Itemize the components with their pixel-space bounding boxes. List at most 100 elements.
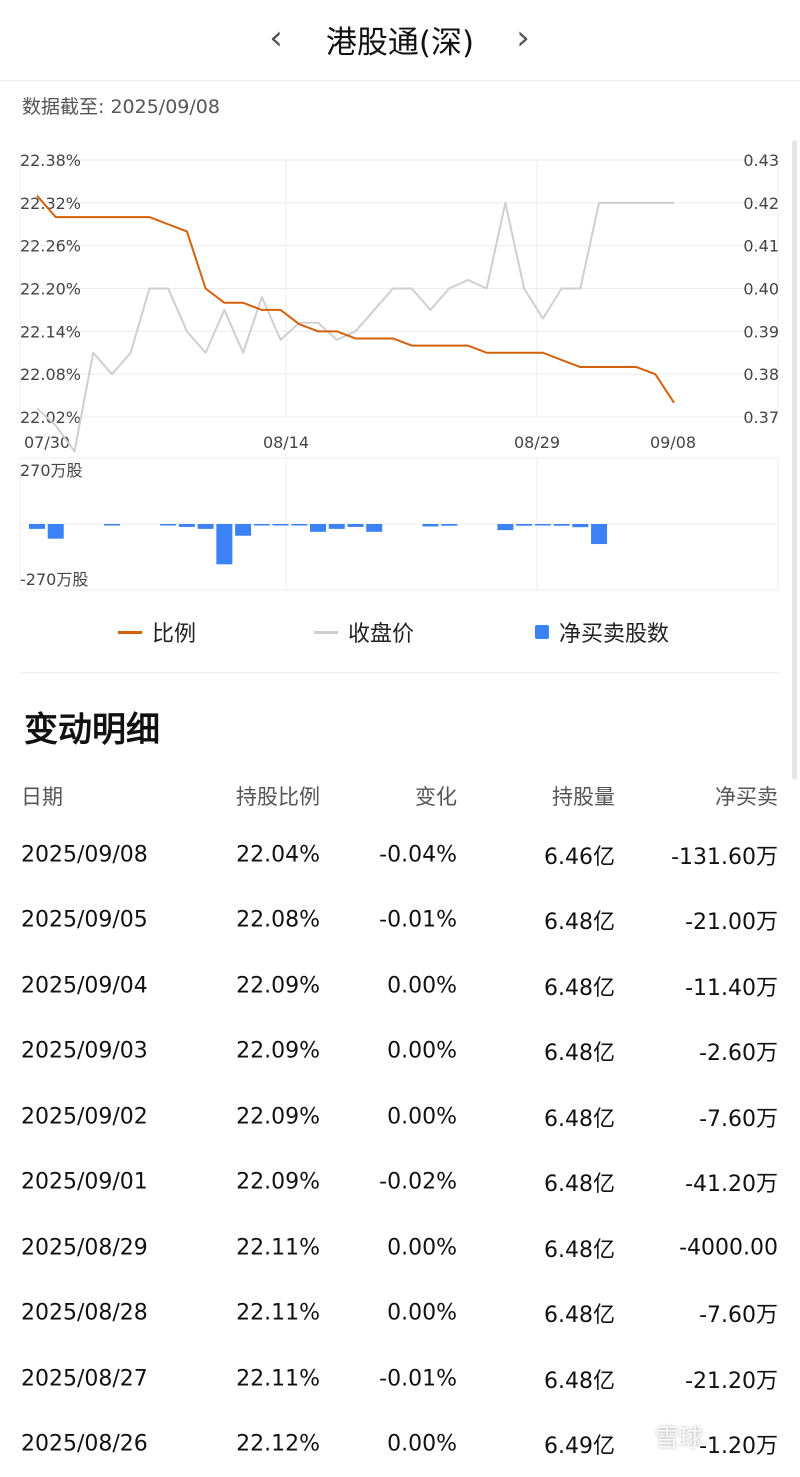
volume-bar: [516, 524, 532, 526]
cell-change: -0.01%: [379, 908, 457, 933]
cell-change: -0.02%: [379, 1170, 457, 1195]
right-axis-tick: 0.40: [743, 280, 779, 299]
cell-net-buy-sell: -4000.00: [679, 1235, 778, 1260]
snowball-logo-icon: [625, 1424, 649, 1448]
watermark-text: 雪球: [655, 1418, 703, 1453]
left-axis-tick: 22.38%: [20, 151, 81, 170]
left-axis-tick: 22.02%: [20, 408, 81, 427]
cell-shares-held: 6.48亿: [544, 904, 615, 936]
right-axis-tick: 0.42: [743, 194, 779, 213]
cell-change: 0.00%: [387, 1301, 457, 1326]
section-divider: [20, 672, 780, 673]
chart-legend: 比例 收盘价 净买卖股数: [0, 612, 800, 656]
cell-shares-held: 6.48亿: [544, 970, 615, 1002]
legend-swatch-close-price: [314, 631, 338, 634]
cell-date: 2025/09/03: [21, 1039, 148, 1064]
volume-bar: [572, 524, 588, 527]
table-row[interactable]: 2025/08/29 22.11% 0.00% 6.48亿 -4000.00: [0, 1215, 800, 1281]
holding-chart[interactable]: 22.38%22.32%22.26%22.20%22.14%22.08%22.0…: [0, 130, 800, 600]
next-arrow-icon[interactable]: ›: [503, 14, 543, 62]
cell-holding-ratio: 22.11%: [236, 1301, 320, 1326]
column-header-date[interactable]: 日期: [21, 781, 63, 811]
cell-net-buy-sell: -7.60万: [699, 1297, 778, 1329]
right-axis-tick: 0.41: [743, 237, 779, 256]
legend-label-close-price: 收盘价: [348, 616, 414, 648]
volume-bar: [254, 524, 270, 526]
column-header-shares-held[interactable]: 持股量: [552, 781, 615, 811]
cell-net-buy-sell: -131.60万: [671, 839, 778, 871]
left-axis-tick: 22.14%: [20, 322, 81, 341]
cell-net-buy-sell: -7.60万: [699, 1101, 778, 1133]
column-header-holding-ratio[interactable]: 持股比例: [236, 781, 320, 811]
cell-change: 0.00%: [387, 1235, 457, 1260]
cell-net-buy-sell: -2.60万: [699, 1035, 778, 1067]
volume-bar: [348, 524, 364, 527]
cell-holding-ratio: 22.09%: [236, 973, 320, 998]
volume-bar: [329, 524, 345, 529]
left-axis-tick: 22.20%: [20, 280, 81, 299]
left-axis-tick: 22.26%: [20, 237, 81, 256]
cell-date: 2025/09/05: [21, 908, 148, 933]
volume-bar: [535, 524, 551, 526]
top-bar: ‹ 港股通(深) ›: [0, 0, 800, 81]
right-axis-tick: 0.43: [743, 151, 779, 170]
volume-bar: [48, 524, 64, 539]
volume-bar: [235, 524, 251, 536]
volume-bar: [366, 524, 382, 532]
scrollbar[interactable]: [792, 140, 797, 780]
cell-holding-ratio: 22.09%: [236, 1170, 320, 1195]
volume-bar: [273, 524, 289, 526]
legend-item-close-price[interactable]: 收盘价: [314, 612, 414, 652]
cell-net-buy-sell: -11.40万: [685, 970, 778, 1002]
cell-shares-held: 6.48亿: [544, 1363, 615, 1395]
cell-date: 2025/09/01: [21, 1170, 148, 1195]
x-axis-tick: 09/08: [650, 433, 696, 452]
cell-shares-held: 6.48亿: [544, 1101, 615, 1133]
legend-label-ratio: 比例: [152, 616, 196, 648]
legend-item-ratio[interactable]: 比例: [118, 612, 196, 652]
cell-holding-ratio: 22.08%: [236, 908, 320, 933]
volume-bar: [29, 524, 45, 529]
cell-change: 0.00%: [387, 1039, 457, 1064]
volume-bar: [554, 524, 570, 526]
cell-date: 2025/08/29: [21, 1235, 148, 1260]
cell-shares-held: 6.48亿: [544, 1297, 615, 1329]
watermark: 雪球: [625, 1418, 703, 1453]
legend-item-net-volume[interactable]: 净买卖股数: [535, 612, 669, 652]
volume-bar: [291, 524, 307, 526]
x-axis-tick: 08/14: [263, 433, 309, 452]
left-axis-tick: 22.08%: [20, 365, 81, 384]
cell-net-buy-sell: -21.00万: [685, 904, 778, 936]
column-header-net-buy-sell[interactable]: 净买卖: [715, 781, 778, 811]
volume-bar: [160, 524, 176, 526]
cell-shares-held: 6.46亿: [544, 839, 615, 871]
legend-label-net-volume: 净买卖股数: [559, 616, 669, 648]
table-row[interactable]: 2025/09/05 22.08% -0.01% 6.48亿 -21.00万: [0, 888, 800, 954]
table-header-row: 日期 持股比例 变化 持股量 净买卖: [0, 770, 800, 822]
holding-ratio-line: [37, 196, 674, 403]
volume-bar: [310, 524, 326, 532]
cell-holding-ratio: 22.09%: [236, 1039, 320, 1064]
column-header-change[interactable]: 变化: [415, 781, 457, 811]
right-axis-tick: 0.39: [743, 322, 779, 341]
page-title: 港股通(深): [0, 17, 800, 62]
legend-swatch-net-volume: [535, 625, 549, 639]
cell-shares-held: 6.48亿: [544, 1232, 615, 1264]
cell-date: 2025/09/04: [21, 973, 148, 998]
volume-axis-tick: 270万股: [20, 461, 83, 480]
cell-holding-ratio: 22.11%: [236, 1235, 320, 1260]
volume-axis-tick: -270万股: [20, 570, 88, 589]
cell-date: 2025/08/26: [21, 1432, 148, 1457]
cell-net-buy-sell: -41.20万: [685, 1166, 778, 1198]
x-axis-tick: 08/29: [514, 433, 560, 452]
volume-bar: [179, 524, 195, 527]
cell-net-buy-sell: -21.20万: [685, 1363, 778, 1395]
